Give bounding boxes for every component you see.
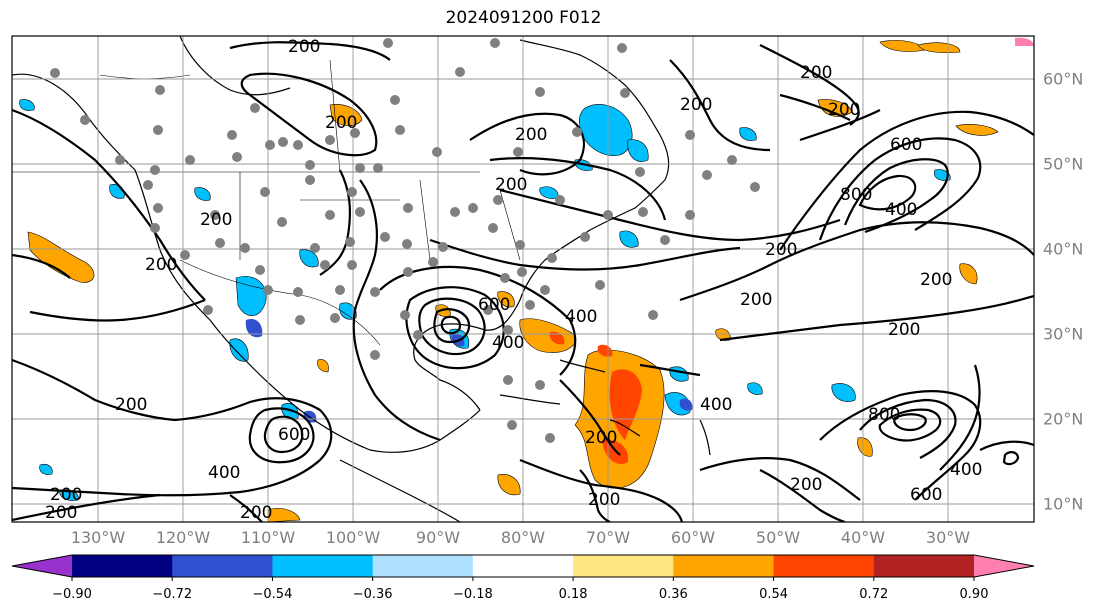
colorbar-tick-label: 0.36 [658,587,688,602]
colorbar-segment [673,555,775,577]
contour-label: 400 [950,460,982,480]
contour-label: 200 [200,210,232,230]
contour-label: 200 [515,125,547,145]
longitude-label: 120°W [155,528,211,547]
contour-label: 800 [868,405,900,425]
contour-label: 200 [765,240,797,260]
contour-label: 600 [910,485,942,505]
longitude-label: 90°W [415,528,461,547]
contour-label: 400 [208,463,240,483]
contour-label: 200 [145,255,177,275]
colorbar-segment [72,555,173,577]
contour-label: 200 [325,113,357,133]
colorbar-tick-label: 0.72 [859,587,889,602]
colorbar-segment [573,555,674,577]
contour-label: 400 [565,307,597,327]
contour-label: 200 [790,475,822,495]
colorbar-segment [472,555,574,577]
contour-lines [12,41,1034,522]
contour-label: 200 [740,290,772,310]
colorbar-extend-min [12,555,72,577]
longitude-label: 130°W [70,528,126,547]
contour-label: 200 [920,270,952,290]
contour-label: 200 [588,490,620,510]
colorbar-segment [372,555,474,577]
latitude-label: 40°N [1043,239,1084,259]
longitude-label: 60°W [670,528,716,547]
contour-label: 400 [885,200,917,220]
contour-label: 200 [45,503,77,523]
colorbar-tick-label: −0.90 [52,587,92,602]
contour-label: 600 [278,425,310,445]
longitude-label: 70°W [585,528,631,547]
contour-label: 200 [288,37,320,57]
colorbar-tick-label: −0.36 [352,587,393,602]
latitude-label: 60°N [1043,69,1084,89]
map-frame [11,35,1035,523]
contour-label: 800 [840,185,872,205]
latitude-label: 10°N [1043,494,1084,514]
contour-label: 200 [828,100,860,120]
contour-label: 200 [680,95,712,115]
longitude-label: 40°W [840,528,886,547]
positive-anomaly-fills [27,40,999,522]
contour-label: 200 [50,485,82,505]
longitude-label: 100°W [325,528,381,547]
colorbar-extend-max [974,555,1034,577]
contour-label: 400 [700,395,732,415]
longitude-label: 50°W [755,528,801,547]
map-title: 2024091200 F012 [445,8,602,28]
colorbar-segment [172,555,273,577]
longitude-label: 30°W [925,528,971,547]
contour-label: 600 [890,135,922,155]
colorbar-segment [773,555,875,577]
contour-label: 200 [240,503,272,523]
colorbar [11,554,1035,581]
colorbar-tick-label: 0.54 [759,587,789,602]
contour-label: 200 [800,63,832,83]
contour-label: 200 [115,395,147,415]
colorbar-segment [272,555,374,577]
coastlines [12,36,711,522]
colorbar-tick-label: 0.18 [558,587,588,602]
contour-label: 400 [492,333,524,353]
longitude-label: 110°W [240,528,296,547]
colorbar-segment [873,555,975,577]
contour-label: 200 [495,175,527,195]
contour-labels: 200 200 200 200 200 200 200 200 200 200 … [45,37,982,523]
latitude-label: 20°N [1043,409,1084,429]
negative-anomaly-fills [19,99,951,501]
colorbar-tick-label: −0.72 [152,587,193,602]
latitude-label: 30°N [1043,324,1084,344]
longitude-label: 80°W [500,528,546,547]
colorbar-tick-label: −0.18 [452,587,493,602]
contour-label: 600 [478,295,510,315]
colorbar-tick-label: 0.90 [959,587,989,602]
station-points [50,38,760,443]
contour-label: 200 [585,428,617,448]
latitude-label: 50°N [1043,154,1084,174]
extreme-positive-fills [1015,37,1034,46]
contour-label: 200 [888,320,920,340]
colorbar-tick-label: −0.54 [252,587,293,602]
